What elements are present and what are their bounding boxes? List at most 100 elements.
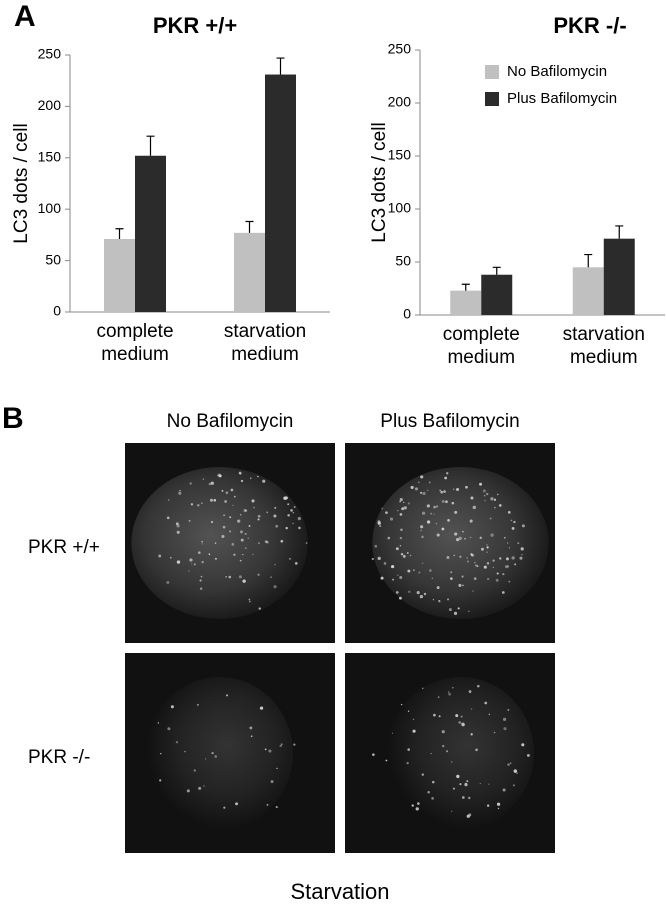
puncta <box>372 753 375 756</box>
puncta <box>469 519 473 523</box>
puncta <box>496 802 501 806</box>
puncta <box>468 813 472 817</box>
puncta <box>439 489 442 492</box>
puncta <box>249 726 253 730</box>
puncta <box>453 554 456 557</box>
puncta <box>423 592 427 596</box>
puncta <box>201 560 204 564</box>
puncta <box>490 497 494 501</box>
puncta <box>470 733 473 736</box>
puncta <box>276 767 278 770</box>
puncta <box>490 533 494 537</box>
puncta <box>438 600 440 602</box>
puncta <box>422 491 426 496</box>
puncta <box>412 729 416 733</box>
puncta <box>436 586 440 590</box>
puncta <box>250 735 253 738</box>
column-header: No Bafilomycin <box>167 411 294 432</box>
puncta <box>406 761 409 765</box>
error-bar <box>115 228 124 240</box>
puncta <box>461 722 465 726</box>
puncta <box>442 744 445 748</box>
puncta <box>229 516 232 519</box>
puncta <box>280 539 284 543</box>
puncta <box>431 577 434 580</box>
puncta <box>374 544 378 548</box>
y-tick-label: 50 <box>45 251 61 267</box>
puncta <box>167 727 171 731</box>
puncta <box>208 553 211 556</box>
puncta <box>427 489 429 491</box>
puncta <box>244 532 247 535</box>
puncta <box>211 751 214 755</box>
puncta <box>250 477 252 479</box>
puncta <box>475 748 478 752</box>
puncta <box>451 810 453 812</box>
puncta <box>395 591 399 594</box>
puncta <box>287 513 290 517</box>
puncta <box>484 500 486 502</box>
puncta <box>456 487 460 491</box>
puncta <box>431 797 434 800</box>
puncta <box>462 530 464 533</box>
puncta <box>506 557 509 561</box>
puncta <box>166 581 170 584</box>
puncta <box>441 527 445 531</box>
puncta <box>293 505 296 508</box>
puncta <box>496 493 499 496</box>
puncta <box>419 594 424 599</box>
puncta <box>452 687 454 689</box>
puncta <box>433 713 436 717</box>
error-bar <box>615 225 624 239</box>
puncta <box>462 584 464 587</box>
puncta <box>503 536 506 539</box>
puncta <box>292 522 294 525</box>
puncta <box>201 502 203 504</box>
puncta <box>214 755 218 758</box>
puncta <box>521 524 525 528</box>
puncta <box>472 590 474 592</box>
puncta <box>270 780 274 784</box>
micrograph <box>125 653 335 853</box>
caption: Starvation <box>290 879 389 904</box>
puncta <box>412 569 415 572</box>
row-header: PKR +/+ <box>28 537 100 558</box>
y-tick-label: 250 <box>388 41 412 57</box>
puncta <box>511 527 515 530</box>
puncta <box>484 701 488 705</box>
puncta <box>520 547 524 551</box>
puncta <box>179 489 181 492</box>
puncta <box>167 499 170 501</box>
puncta <box>479 482 482 486</box>
puncta <box>516 772 518 774</box>
legend-label: No Bafilomycin <box>507 63 607 80</box>
puncta <box>446 472 449 475</box>
puncta <box>389 517 394 521</box>
puncta <box>420 529 422 532</box>
puncta <box>379 525 382 528</box>
puncta <box>279 744 282 748</box>
puncta <box>197 504 200 507</box>
puncta <box>252 553 254 556</box>
puncta <box>251 499 255 503</box>
puncta <box>178 491 182 495</box>
puncta <box>280 743 283 746</box>
puncta <box>450 571 453 574</box>
puncta <box>397 509 399 512</box>
puncta <box>399 576 403 580</box>
puncta <box>488 713 491 716</box>
puncta <box>233 495 236 498</box>
puncta <box>298 526 301 530</box>
puncta <box>469 691 472 694</box>
puncta <box>469 536 472 539</box>
puncta <box>421 511 426 515</box>
puncta <box>225 491 229 495</box>
puncta <box>476 565 479 568</box>
puncta <box>403 501 405 503</box>
puncta <box>248 598 251 601</box>
error-bar <box>461 283 470 291</box>
puncta <box>231 543 235 546</box>
puncta <box>290 509 293 512</box>
puncta <box>447 598 450 601</box>
puncta <box>486 551 488 553</box>
